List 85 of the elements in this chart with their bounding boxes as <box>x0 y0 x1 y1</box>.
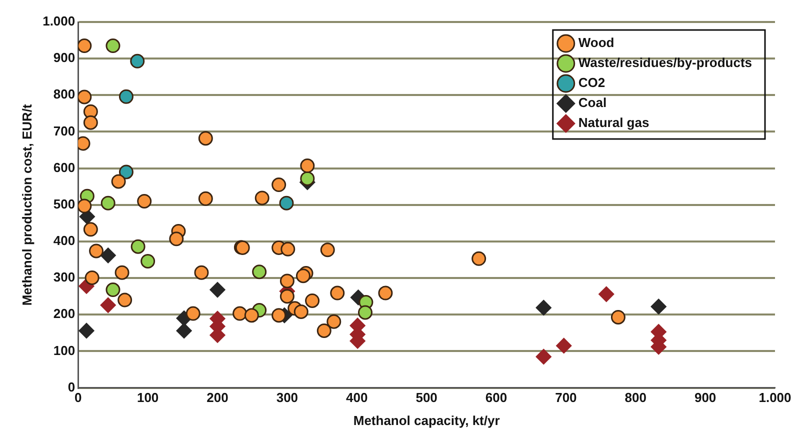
point <box>194 265 209 280</box>
point <box>78 322 94 338</box>
point <box>320 242 335 258</box>
point <box>280 242 296 256</box>
point <box>472 251 486 266</box>
point <box>83 115 98 130</box>
y-tick-label: 700 <box>53 123 76 138</box>
point <box>378 286 393 300</box>
point <box>198 131 213 146</box>
legend-label: CO2 <box>578 75 606 90</box>
point <box>316 323 332 338</box>
point <box>272 308 286 323</box>
point <box>279 196 294 210</box>
point <box>650 298 666 314</box>
point <box>556 338 572 354</box>
legend-label: Wood <box>578 35 614 50</box>
x-tick-label: 400 <box>346 390 368 406</box>
y-tick-label: 0 <box>68 379 76 394</box>
x-tick-label: 800 <box>624 390 646 406</box>
point <box>130 239 146 254</box>
x-tick-label: 300 <box>276 390 298 406</box>
point <box>210 282 226 298</box>
point <box>296 268 310 284</box>
point <box>176 322 192 338</box>
point <box>272 178 286 192</box>
x-tick-label: 200 <box>206 390 228 406</box>
point <box>78 198 92 214</box>
point <box>84 270 100 285</box>
point <box>118 292 132 308</box>
x-tick-label: 500 <box>416 390 438 406</box>
point <box>100 248 116 264</box>
point <box>254 190 270 206</box>
point <box>78 90 92 104</box>
point <box>118 89 134 104</box>
point <box>100 196 116 210</box>
point <box>536 300 552 316</box>
x-tick-label: 1.000 <box>758 390 792 406</box>
y-tick-label: 400 <box>53 233 76 248</box>
point <box>610 310 626 324</box>
point <box>280 274 294 288</box>
y-tick-label: 200 <box>53 306 76 322</box>
point <box>169 232 184 246</box>
point <box>186 306 200 321</box>
y-tick-label: 800 <box>53 86 76 102</box>
x-axis-title: Methanol capacity, kt/yr <box>353 412 500 428</box>
point <box>244 308 259 323</box>
legend-label: Natural gas <box>578 115 650 130</box>
point <box>106 38 120 54</box>
y-tick-label: 500 <box>53 196 76 212</box>
point <box>78 38 92 54</box>
legend-label: Waste/residues/by-products <box>578 55 752 70</box>
x-tick-label: 100 <box>136 390 159 406</box>
point <box>330 286 345 300</box>
point <box>140 254 156 268</box>
point <box>280 289 294 304</box>
y-tick-label: 900 <box>53 50 76 66</box>
x-tick-label: 600 <box>485 390 508 406</box>
point <box>106 282 120 298</box>
y-tick-label: 600 <box>53 160 76 175</box>
point <box>326 314 342 329</box>
point <box>111 174 126 189</box>
point <box>130 54 145 68</box>
point <box>89 244 104 258</box>
point <box>294 304 308 319</box>
point <box>198 191 213 206</box>
point <box>305 293 320 308</box>
point <box>598 286 614 302</box>
legend-label: Coal <box>578 95 607 110</box>
point <box>252 264 267 280</box>
point <box>83 222 98 237</box>
x-tick-label: 700 <box>555 390 577 406</box>
x-tick-label: 900 <box>694 390 716 406</box>
point <box>232 306 248 321</box>
point <box>536 348 552 364</box>
y-tick-label: 300 <box>53 270 76 285</box>
y-tick-label: 1.000 <box>42 14 76 29</box>
point <box>300 158 315 174</box>
point <box>100 297 116 313</box>
point <box>358 305 372 320</box>
y-axis-title: Methanol production cost, EUR/t <box>19 103 34 306</box>
point <box>137 194 152 208</box>
y-tick-label: 100 <box>53 342 76 358</box>
point <box>118 164 134 180</box>
point <box>300 171 315 186</box>
point <box>114 265 130 280</box>
